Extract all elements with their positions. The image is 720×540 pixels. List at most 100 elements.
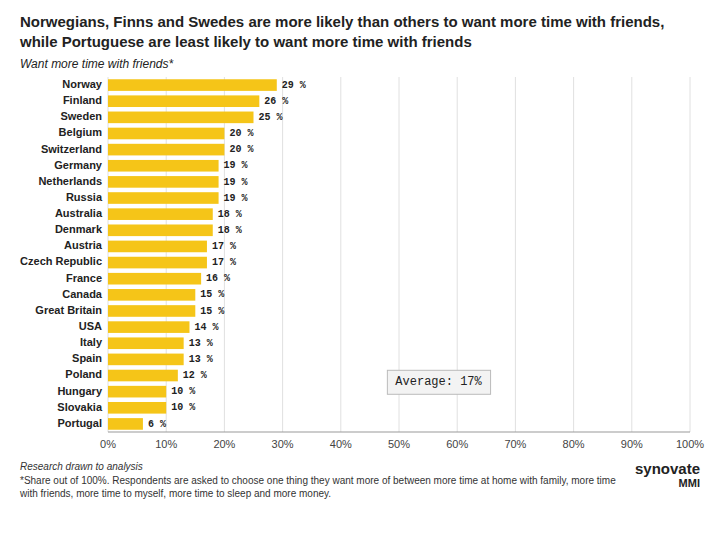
category-label: Norway (62, 78, 103, 90)
logo-text: synovate (635, 460, 700, 477)
bar (108, 79, 277, 91)
source-note: Research drawn to analysis (20, 460, 619, 474)
x-tick-label: 100% (676, 438, 704, 450)
value-label: 15 % (200, 289, 224, 300)
category-label: Sweden (60, 110, 102, 122)
x-tick-label: 50% (388, 438, 410, 450)
bar (108, 418, 143, 430)
bar (108, 386, 166, 398)
bar (108, 305, 195, 317)
x-tick-label: 30% (272, 438, 294, 450)
value-label: 15 % (200, 306, 224, 317)
chart: 0% 10% 20% 30% 40% 50% 60% 70% 80% 90% 100% Norway 2… (0, 71, 720, 456)
category-label: Austria (64, 239, 103, 251)
value-label: 19 % (224, 160, 248, 171)
category-label: France (66, 272, 102, 284)
value-label: 14 % (194, 322, 218, 333)
grid-line (282, 77, 283, 432)
x-tick-label: 80% (563, 438, 585, 450)
bar (108, 208, 213, 220)
value-label: 6 % (148, 419, 166, 430)
category-label: Spain (72, 352, 102, 364)
value-label: 19 % (224, 177, 248, 188)
value-label: 17 % (212, 257, 236, 268)
x-tick-label: 20% (213, 438, 235, 450)
bar (108, 354, 184, 366)
category-label: Australia (55, 207, 103, 219)
category-label: Great Britain (35, 304, 102, 316)
value-label: 17 % (212, 241, 236, 252)
annotation: Average: 17% (387, 370, 490, 394)
header: Norwegians, Finns and Swedes are more li… (0, 0, 720, 71)
bar (108, 273, 201, 285)
value-label: 10 % (171, 386, 195, 397)
category-label: Finland (63, 94, 102, 106)
value-label: 20 % (229, 128, 253, 139)
value-label: 20 % (229, 144, 253, 155)
bar (108, 241, 207, 253)
bar (108, 370, 178, 382)
value-label: 16 % (206, 273, 230, 284)
footer: Research drawn to analysis *Share out of… (0, 456, 720, 501)
bar (108, 192, 219, 204)
category-label: Russia (66, 191, 103, 203)
category-label: Hungary (57, 385, 103, 397)
grid (108, 77, 690, 432)
labels: Norway 29 % Finland 26 % Sweden 25 % Belgium 20… (20, 78, 306, 430)
bar (108, 95, 259, 107)
category-label: Netherlands (38, 175, 102, 187)
grid-line (690, 77, 691, 432)
logo: synovate MMI (635, 460, 700, 501)
value-label: 13 % (189, 338, 213, 349)
x-tick-label: 60% (446, 438, 468, 450)
x-tick-label: 0% (100, 438, 116, 450)
category-label: Germany (54, 159, 103, 171)
bar (108, 176, 219, 188)
value-label: 13 % (189, 354, 213, 365)
category-label: Canada (62, 288, 103, 300)
footnote: *Share out of 100%. Respondents are aske… (20, 474, 619, 501)
x-tick-label: 70% (504, 438, 526, 450)
value-label: 18 % (218, 209, 242, 220)
bar (108, 321, 189, 333)
value-label: 29 % (282, 80, 306, 91)
bars (108, 79, 277, 429)
value-label: 18 % (218, 225, 242, 236)
notes: Research drawn to analysis *Share out of… (20, 460, 619, 501)
x-tick-label: 10% (155, 438, 177, 450)
bar (108, 144, 224, 156)
bar (108, 160, 219, 172)
bar (108, 257, 207, 269)
category-label: Poland (65, 368, 102, 380)
bar (108, 224, 213, 236)
title: Norwegians, Finns and Swedes are more li… (20, 12, 700, 51)
grid-line (515, 77, 516, 432)
x-axis-line (108, 432, 690, 433)
grid-line (631, 77, 632, 432)
x-tick-label: 90% (621, 438, 643, 450)
category-label: Slovakia (57, 401, 103, 413)
value-label: 12 % (183, 370, 207, 381)
value-label: 25 % (259, 112, 283, 123)
category-label: USA (79, 320, 102, 332)
x-tick-label: 40% (330, 438, 352, 450)
bar (108, 402, 166, 414)
value-label: 10 % (171, 402, 195, 413)
annotation-text: Average: 17% (395, 375, 482, 389)
category-label: Italy (80, 336, 103, 348)
category-label: Portugal (57, 417, 102, 429)
grid-line (340, 77, 341, 432)
bar (108, 289, 195, 301)
annotation-box (387, 370, 490, 394)
value-label: 19 % (224, 193, 248, 204)
category-label: Switzerland (41, 143, 102, 155)
bar (108, 112, 254, 124)
logo-subtext: MMI (635, 477, 700, 489)
grid-line (573, 77, 574, 432)
subtitle: Want more time with friends* (20, 57, 700, 71)
value-label: 26 % (264, 96, 288, 107)
bar (108, 128, 224, 140)
category-label: Denmark (55, 223, 103, 235)
category-label: Belgium (59, 126, 103, 138)
category-label: Czech Republic (20, 255, 102, 267)
